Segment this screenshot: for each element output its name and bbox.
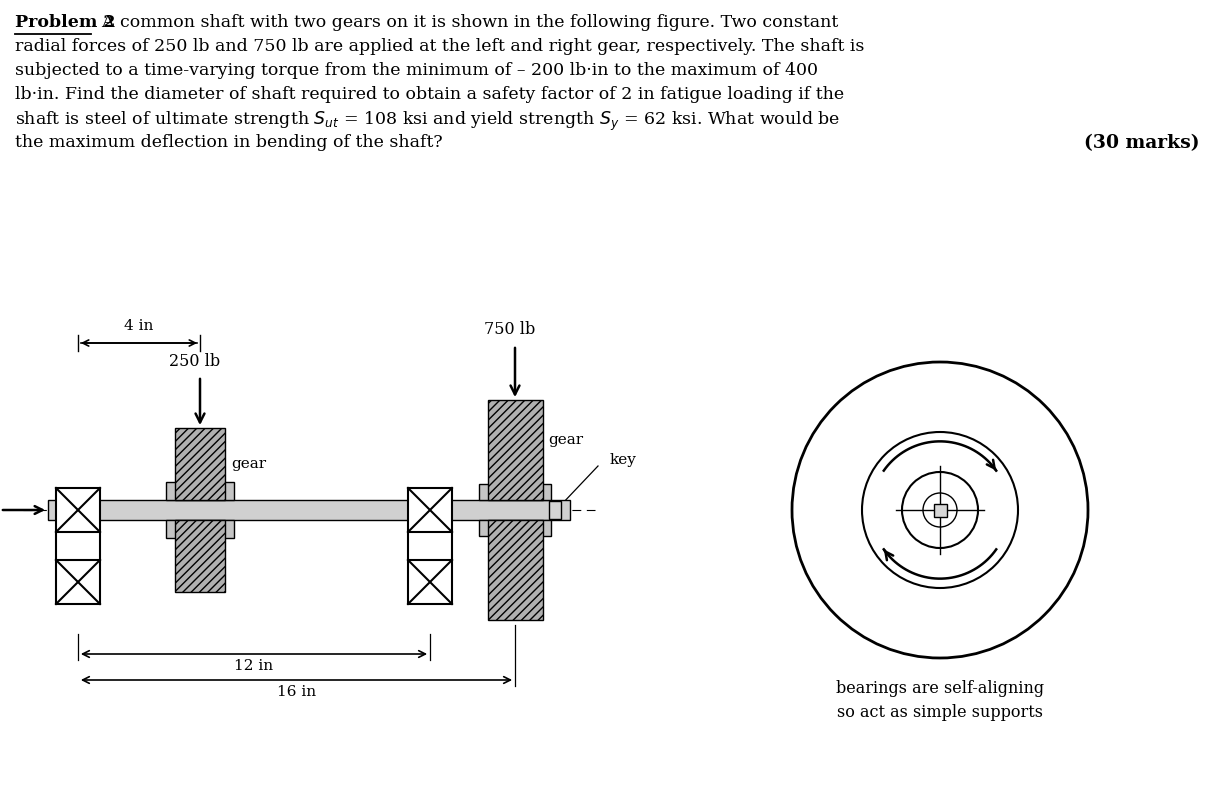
Circle shape [902, 472, 978, 548]
Bar [933, 503, 947, 516]
Text: subjected to a time-varying torque from the minimum of – 200 lb·in to the maximu: subjected to a time-varying torque from … [15, 62, 818, 79]
Text: (30 marks): (30 marks) [1084, 134, 1200, 152]
Bar [488, 520, 543, 620]
Text: the maximum deflection in bending of the shaft?: the maximum deflection in bending of the… [15, 134, 443, 151]
Text: so act as simple supports: so act as simple supports [837, 704, 1043, 721]
Text: lb·in. Find the diameter of shaft required to obtain a safety factor of 2 in fat: lb·in. Find the diameter of shaft requir… [15, 86, 845, 103]
Circle shape [922, 493, 957, 527]
Bar [549, 501, 561, 519]
Text: bearings are self-aligning: bearings are self-aligning [836, 680, 1044, 697]
Text: Problem 2: Problem 2 [15, 14, 116, 31]
Text: 4 in: 4 in [124, 319, 153, 333]
Bar [408, 488, 452, 532]
Text: 750 lb: 750 lb [484, 321, 535, 338]
Bar [488, 400, 543, 500]
Bar [175, 428, 225, 500]
Text: d: d [1038, 451, 1049, 469]
Bar [408, 560, 452, 604]
Text: 12 in: 12 in [235, 659, 274, 673]
Text: key: key [610, 453, 636, 467]
Bar [479, 520, 551, 536]
Text: . A common shaft with two gears on it is shown in the following figure. Two cons: . A common shaft with two gears on it is… [91, 14, 839, 31]
Bar [47, 500, 570, 520]
Text: gear: gear [549, 433, 584, 447]
Circle shape [862, 432, 1017, 588]
Bar [479, 484, 551, 500]
Bar [166, 520, 234, 538]
Text: shaft is steel of ultimate strength $S_{ut}$ = 108 ksi and yield strength $S_{y}: shaft is steel of ultimate strength $S_{… [15, 110, 840, 133]
Bar [56, 560, 100, 604]
Bar [166, 482, 234, 500]
Text: 250 lb: 250 lb [169, 353, 220, 370]
Circle shape [792, 362, 1088, 658]
Text: radial forces of 250 lb and 750 lb are applied at the left and right gear, respe: radial forces of 250 lb and 750 lb are a… [15, 38, 864, 55]
Bar [56, 488, 100, 532]
Text: T: T [821, 521, 835, 539]
Text: 16 in: 16 in [277, 685, 316, 699]
Text: gear: gear [231, 457, 267, 471]
Bar [175, 520, 225, 592]
